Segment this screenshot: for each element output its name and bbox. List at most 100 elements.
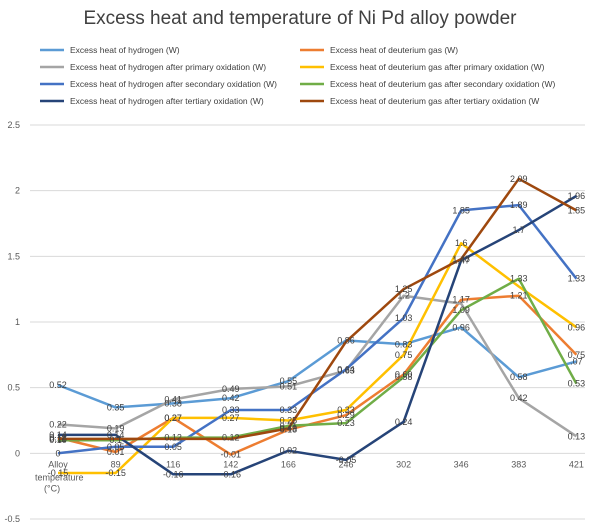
data-label: 0.22 (49, 419, 67, 429)
data-label: 0 (55, 448, 60, 458)
series-line (57, 294, 578, 456)
data-label: 1.17 (452, 295, 470, 305)
data-label: -0.16 (221, 469, 242, 479)
data-label: 0.18 (280, 425, 298, 435)
data-label: 0.96 (452, 322, 470, 332)
data-label: -0.01 (221, 450, 242, 460)
x-tick-label: 116 (166, 459, 180, 469)
y-tick-label: 1.5 (7, 251, 20, 261)
data-label: 0.27 (222, 413, 240, 423)
data-label: 2.09 (510, 174, 528, 184)
data-label: 1.21 (510, 291, 528, 301)
data-label: 0.96 (568, 322, 586, 332)
data-label: 1.48 (452, 254, 470, 264)
data-label: 1.85 (452, 205, 470, 215)
x-axis-label: temperature (°C) (35, 472, 84, 493)
data-label: -0.05 (336, 455, 357, 465)
data-label: -0.16 (163, 469, 184, 479)
data-label: 1.96 (568, 191, 586, 201)
data-label: 0.49 (280, 423, 298, 433)
y-tick-label: 1 (15, 317, 20, 327)
data-label: 0.42 (222, 393, 240, 403)
data-label: 0.01 (107, 447, 125, 457)
y-tick-label: 0.5 (7, 383, 20, 393)
data-label: 0.75 (568, 350, 586, 360)
data-label: 0.14 (49, 430, 67, 440)
data-label: 0.19 (107, 423, 125, 433)
data-label: 0.05 (107, 442, 125, 452)
data-label: 0.38 (164, 398, 182, 408)
data-label: 0.60 (395, 370, 413, 380)
x-tick-label: 421 (569, 459, 584, 469)
x-tick-label: 89 (111, 459, 121, 469)
y-tick-label: 0 (15, 448, 20, 458)
series-line (58, 241, 578, 475)
data-label: 0.86 (337, 335, 355, 345)
data-label: 0.12 (164, 433, 182, 443)
x-tick-label: 302 (396, 459, 411, 469)
data-label: 0.11 (50, 434, 67, 444)
data-label: 0.33 (222, 405, 240, 415)
data-label: 0.23 (337, 418, 355, 428)
data-label: 1.85 (568, 205, 586, 215)
data-label: 0.52 (49, 380, 67, 390)
data-label: 1.47 (452, 255, 470, 265)
data-label: 0.33 (337, 405, 355, 415)
data-label: 0.27 (164, 413, 182, 423)
legend-entry: Excess heat of hydrogen after secondary … (70, 79, 277, 89)
data-label: 0.12 (222, 433, 240, 443)
data-label: 0.49 (222, 384, 240, 394)
data-label: 0.55 (280, 376, 298, 386)
legend: Excess heat of hydrogen (W) Excess heat o… (40, 45, 556, 106)
data-label: 0.33 (280, 405, 298, 415)
legend-entry: Excess heat of hydrogen after tertiary o… (70, 96, 264, 106)
data-label: 0.53 (568, 379, 586, 389)
legend-entry: Excess heat of deuterium gas after secon… (330, 79, 556, 89)
data-label: 1.89 (510, 200, 528, 210)
x-tick-label: 383 (511, 459, 526, 469)
series-line (57, 294, 578, 438)
y-tick-label: 2 (15, 186, 20, 196)
legend-entry: Excess heat of deuterium gas (W) (330, 45, 458, 55)
data-label: 0.12 (49, 433, 67, 443)
data-label: 0.58 (395, 372, 413, 382)
data-label: 1.2 (397, 291, 410, 301)
series-line (58, 177, 578, 441)
data-label: 1.33 (510, 274, 528, 284)
data-label: 1.09 (452, 305, 470, 315)
data-label: 1.7 (513, 225, 526, 235)
data-label: .07 (570, 356, 583, 366)
data-label: 0.63 (337, 366, 355, 376)
data-label: 0.24 (395, 417, 413, 427)
x-tick-label: 166 (281, 459, 296, 469)
data-label: 0.02 (280, 446, 298, 456)
data-label: 0.35 (107, 402, 125, 412)
x-tick-label: 346 (454, 459, 469, 469)
legend-entry: Excess heat of deuterium gas after prima… (330, 62, 545, 72)
data-label: -0.15 (105, 468, 126, 478)
data-label: 0.29 (337, 410, 355, 420)
x-tick-label: 246 (338, 459, 353, 469)
legend-entry: Excess heat of deuterium gas after terti… (330, 96, 539, 106)
y-tick-label: -0.5 (4, 514, 20, 524)
data-label: 0.75 (395, 350, 413, 360)
data-label: 1.6 (455, 238, 468, 248)
data-label: 0.42 (510, 393, 528, 403)
y-tick-label: 2.5 (7, 120, 20, 130)
data-label: 0.14 (107, 430, 125, 440)
data-label: -0.15 (48, 468, 69, 478)
series-lines (57, 177, 578, 476)
series-line (58, 194, 578, 476)
x-tick-label: 142 (223, 459, 238, 469)
data-labels: 0.520.35 0.380.420.550.86 0.830.960.58.070… (48, 174, 585, 480)
data-label: 1.25 (395, 284, 413, 294)
data-label: 0.25 (280, 416, 298, 426)
data-label: 0.10 (49, 435, 67, 445)
data-label: 0.1 (109, 435, 122, 445)
series-line (57, 203, 578, 455)
legend-entry: Excess heat of hydrogen after primary ox… (70, 62, 266, 72)
data-label: 0.05 (164, 442, 182, 452)
data-label: 0.51 (280, 381, 298, 391)
